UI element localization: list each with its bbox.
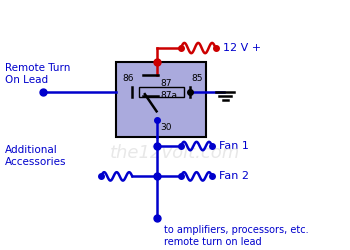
Text: Additional
Accessories: Additional Accessories: [5, 146, 66, 167]
Text: Fan 1: Fan 1: [219, 141, 249, 151]
Text: 12 V +: 12 V +: [223, 43, 261, 53]
Text: 86: 86: [122, 74, 133, 83]
Text: to amplifiers, processors, etc.
remote turn on lead: to amplifiers, processors, etc. remote t…: [163, 226, 308, 247]
Text: the12volt.com: the12volt.com: [110, 144, 240, 162]
Text: Fan 2: Fan 2: [219, 172, 249, 181]
Bar: [116, 62, 206, 137]
Text: 87: 87: [160, 79, 172, 88]
Text: 85: 85: [192, 74, 203, 83]
Text: Remote Turn
On Lead: Remote Turn On Lead: [5, 63, 70, 85]
Text: 87a: 87a: [160, 91, 177, 100]
Bar: [139, 87, 184, 97]
Text: 30: 30: [160, 123, 172, 132]
